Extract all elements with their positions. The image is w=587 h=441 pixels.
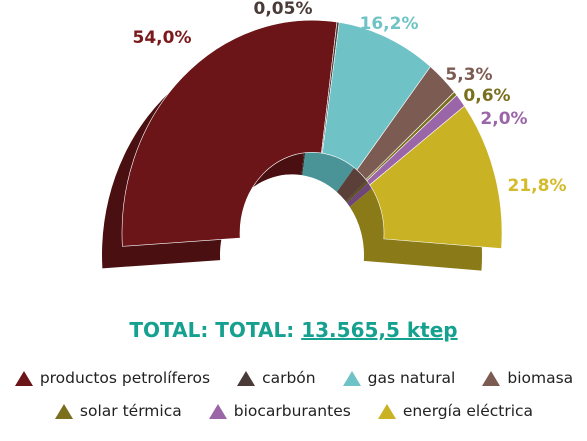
data-label-2: 16,2% xyxy=(360,14,419,34)
legend-item-3[interactable]: biomasa xyxy=(481,369,573,387)
triangle-icon xyxy=(342,370,361,386)
data-label-3: 5,3% xyxy=(445,65,492,85)
legend-label: gas natural xyxy=(367,369,456,387)
triangle-icon xyxy=(54,403,73,419)
triangle-icon xyxy=(377,403,396,419)
chart-top-layer xyxy=(121,19,503,249)
data-label-1: 0,05% xyxy=(254,0,313,19)
legend-item-6[interactable]: energía eléctrica xyxy=(377,402,533,420)
data-label-4: 0,6% xyxy=(463,86,510,106)
legend-row-1: productos petrolíferos carbón gas natural b… xyxy=(0,369,587,387)
triangle-icon xyxy=(14,370,33,386)
legend-label: productos petrolíferos xyxy=(39,369,211,387)
triangle-icon xyxy=(482,370,501,386)
legend-label: biocarburantes xyxy=(233,402,351,420)
legend-label: solar térmica xyxy=(79,402,182,420)
legend-label: biomasa xyxy=(507,369,574,387)
donut-chart: 54,0% 0,05% 16,2% 5,3%0,6% 2,0% 21,8% xyxy=(102,0,567,271)
legend-item-4[interactable]: solar térmica xyxy=(54,402,182,420)
legend-item-2[interactable]: gas natural xyxy=(342,369,456,387)
total-value-link[interactable]: 13.565,5 ktep xyxy=(301,318,458,342)
data-label-5: 2,0% xyxy=(480,109,527,129)
data-label-6: 21,8% xyxy=(508,176,567,196)
legend-label: energía eléctrica xyxy=(402,402,534,420)
legend-item-5[interactable]: biocarburantes xyxy=(208,402,351,420)
total-line: TOTAL: TOTAL: 13.565,5 ktep xyxy=(0,318,587,342)
legend-row-2: solar térmica biocarburantes energía eléct… xyxy=(0,402,587,420)
legend-item-0[interactable]: productos petrolíferos xyxy=(14,369,210,387)
data-label-0: 54,0% xyxy=(133,28,192,48)
total-prefix: TOTAL: TOTAL: xyxy=(129,318,295,342)
legend-label: carbón xyxy=(262,369,316,387)
triangle-icon xyxy=(208,403,227,419)
slice-0[interactable] xyxy=(121,19,338,247)
legend-item-1[interactable]: carbón xyxy=(236,369,316,387)
triangle-icon xyxy=(237,370,256,386)
slice-6[interactable] xyxy=(369,105,503,249)
